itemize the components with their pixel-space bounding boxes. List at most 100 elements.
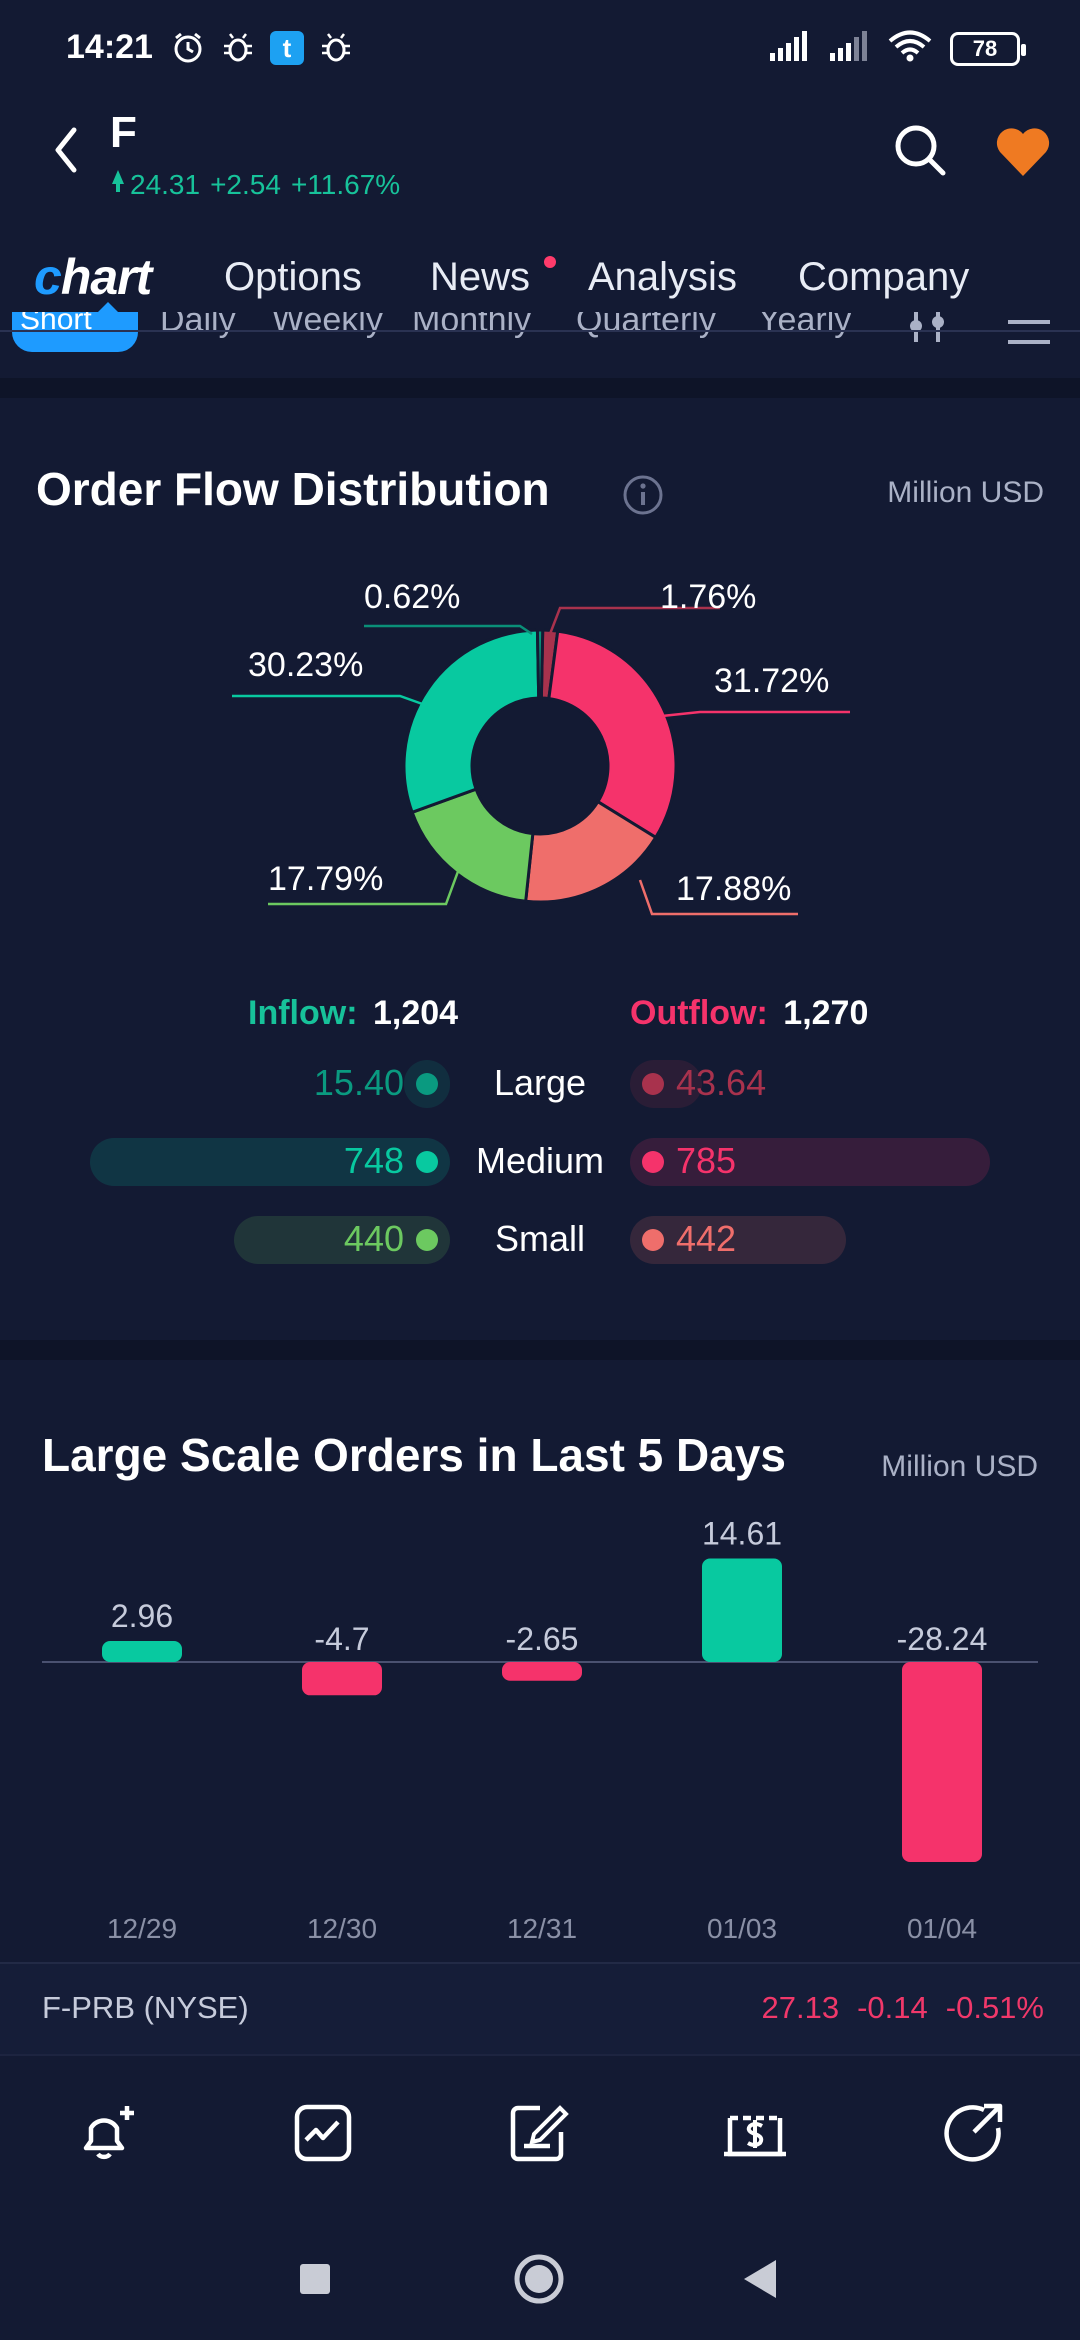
- ticker-change-pct: +11.67%: [290, 168, 401, 200]
- donut-pct-label: 0.62%: [364, 578, 460, 616]
- related-quote-name: F-PRB (NYSE): [42, 1990, 249, 2025]
- donut-slice: [547, 629, 678, 840]
- donut-pct-label: 17.88%: [676, 870, 791, 908]
- related-quote-values: 27.13 -0.14 -0.51%: [762, 1990, 1044, 2026]
- subtab-monthly[interactable]: Monthly: [412, 312, 532, 339]
- bar: [102, 1641, 182, 1662]
- inflow-dot: [416, 1229, 438, 1251]
- donut-leader-line: [268, 865, 462, 906]
- large-orders-unit: Million USD: [881, 1450, 1038, 1483]
- outflow-dot: [642, 1151, 664, 1173]
- back-button[interactable]: [44, 120, 94, 180]
- bar-value-label: 14.61: [702, 1516, 782, 1552]
- bar-value-label: -2.65: [506, 1621, 579, 1657]
- bar-value-label: -28.24: [897, 1621, 988, 1657]
- trade-chart-button[interactable]: [288, 2098, 358, 2168]
- recent-apps-icon: [288, 2264, 342, 2310]
- tab-chart-indicator: [96, 302, 120, 314]
- add-alert-icon: [72, 2106, 142, 2172]
- ticker-symbol: F: [110, 108, 137, 157]
- ticker-change: +2.54: [210, 168, 281, 200]
- subtab-short[interactable]: Short: [20, 312, 92, 336]
- status-icons-right: 78: [768, 30, 1026, 67]
- donut-slice: [535, 628, 545, 700]
- donut-pct-label: 30.23%: [248, 646, 363, 684]
- trade-button[interactable]: [720, 2098, 790, 2168]
- bar-value-label: 2.96: [111, 1598, 173, 1634]
- bottom-action-bar: [0, 2054, 1080, 2214]
- wifi-icon: [888, 30, 932, 67]
- tabs-divider: [0, 330, 1080, 332]
- donut-leader-line: [548, 606, 720, 635]
- tab-chart-prefix: c: [34, 249, 62, 305]
- related-quote-bar[interactable]: [0, 1962, 1080, 2054]
- inflow-value: 1,204: [372, 994, 459, 1032]
- favorite-button[interactable]: [994, 124, 1052, 178]
- x-tick-label: 01/04: [907, 1913, 977, 1944]
- ticker-quote: 24.31 +2.54 +11.67%: [110, 168, 400, 201]
- outflow-label: Outflow:: [630, 994, 768, 1032]
- outflow-value: 1,270: [783, 994, 869, 1032]
- bar: [702, 1558, 782, 1662]
- donut-pct-label: 17.79%: [268, 860, 383, 898]
- flow-row-label: Medium: [475, 1140, 605, 1181]
- info-icon[interactable]: [622, 474, 664, 516]
- donut-leader-line: [232, 694, 429, 708]
- donut-slice: [402, 628, 541, 815]
- donut-pct-label: 31.72%: [714, 662, 829, 700]
- flow-row-label: Small: [494, 1218, 586, 1259]
- inflow-header: Inflow: 1,204: [248, 994, 458, 1033]
- order-flow-donut: 31.72% 17.88% 17.79% 30.23%0.62% 1.76%: [232, 578, 850, 916]
- recent-apps-button[interactable]: [288, 2252, 342, 2306]
- tab-news[interactable]: News: [430, 255, 531, 299]
- x-tick-label: 12/31: [507, 1913, 577, 1944]
- bar: [302, 1662, 382, 1696]
- outflow-value: 442: [676, 1218, 737, 1259]
- tab-options[interactable]: Options: [224, 255, 362, 299]
- donut-leader-line: [638, 879, 798, 916]
- donut-leader-line: [364, 624, 533, 636]
- large-orders-bar-chart: 2.96 12/29 -4.7 12/30 -2.65 12/31 14.61 01/03 -2…: [42, 1516, 1038, 1944]
- section-gap: [0, 378, 1080, 398]
- indicator-settings-icon[interactable]: [904, 312, 950, 351]
- add-alert-button[interactable]: [72, 2098, 142, 2168]
- x-tick-label: 12/30: [307, 1913, 377, 1944]
- tab-company[interactable]: Company: [798, 255, 970, 299]
- subtab-daily[interactable]: Daily: [160, 312, 236, 339]
- trade-dollar-icon: [720, 2115, 790, 2172]
- inflow-dot: [416, 1151, 438, 1173]
- subtab-weekly[interactable]: Weekly: [272, 312, 383, 339]
- subtab-short-pill[interactable]: [12, 312, 138, 352]
- back-nav-button[interactable]: [736, 2252, 790, 2306]
- trade-chart-icon: [288, 2104, 358, 2172]
- x-tick-label: 12/29: [107, 1913, 177, 1944]
- home-button[interactable]: [512, 2252, 566, 2306]
- outflow-dot: [642, 1229, 664, 1251]
- signal-icon: [828, 31, 870, 66]
- tab-analysis[interactable]: Analysis: [588, 255, 737, 299]
- related-quote-change-pct: -0.51%: [945, 1990, 1044, 2025]
- inflow-value: 748: [343, 1140, 404, 1181]
- order-flow-title: Order Flow Distribution: [36, 463, 550, 515]
- bar: [902, 1662, 982, 1862]
- note-edit-icon: [504, 2105, 574, 2172]
- large-orders-title: Large Scale Orders in Last 5 Days: [42, 1429, 787, 1481]
- up-arrow-icon: [110, 168, 126, 201]
- subtab-yearly[interactable]: Yearly: [758, 312, 852, 339]
- inflow-bar: [234, 1216, 450, 1264]
- tab-chart[interactable]: chart: [34, 248, 152, 306]
- flow-row-label: Large: [493, 1062, 587, 1103]
- bar-value-label: -4.7: [314, 1621, 369, 1657]
- section-gap: [0, 1340, 1080, 1360]
- outflow-dot: [642, 1073, 664, 1095]
- donut-leader-line: [661, 710, 850, 718]
- share-button[interactable]: [938, 2098, 1008, 2168]
- subtab-quarterly[interactable]: Quarterly: [576, 312, 716, 339]
- search-icon: [892, 125, 948, 182]
- menu-lines-icon[interactable]: [1006, 312, 1052, 351]
- signal-icon: [768, 31, 810, 66]
- heart-icon: [994, 128, 1052, 182]
- donut-pct-label: 1.76%: [660, 578, 756, 616]
- note-edit-button[interactable]: [504, 2098, 574, 2168]
- search-button[interactable]: [892, 122, 948, 178]
